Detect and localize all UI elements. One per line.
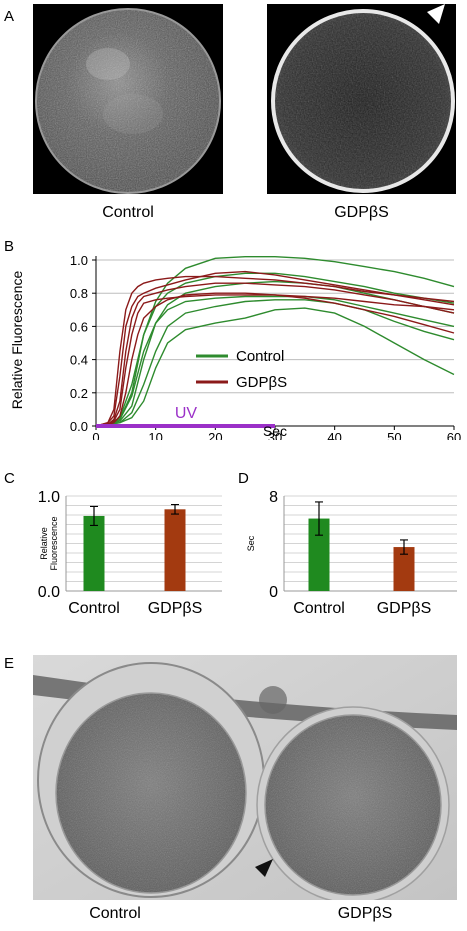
panel-b-series-line-10	[95, 292, 455, 427]
panel-c-y-tick-label: 1.0	[38, 489, 60, 506]
panel-a-gdpbs-micrograph	[267, 4, 456, 194]
panel-b-y-tick-label: 0.8	[70, 286, 88, 301]
panel-b-series-line-3	[95, 295, 455, 427]
panel-c-error-bar-1	[171, 503, 179, 515]
panel-d-y-axis-label: Sec	[246, 535, 256, 551]
panel-b-y-tick-label: 0.2	[70, 386, 88, 401]
panel-a-gdpbs-caption: GDPβS	[334, 204, 389, 221]
panel-d-letter: D	[238, 470, 249, 487]
panel-b-y-tick-label: 0.6	[70, 319, 88, 334]
panel-c-y-tick-label: 0.0	[38, 584, 60, 601]
panel-b-legend-label: GDPβS	[236, 374, 287, 391]
panel-d-y-tick-label: 8	[269, 489, 278, 506]
panel-e-control-caption: Control	[89, 905, 141, 922]
panel-b-y-tick-label: 1.0	[70, 253, 88, 268]
panel-b-x-tick-label: 20	[208, 430, 222, 440]
panel-b-x-tick-label: 30	[268, 430, 282, 440]
panel-c-y-axis-label: RelativeFluorescence	[39, 516, 59, 570]
panel-a-letter: A	[4, 8, 15, 25]
panel-c-letter: C	[4, 470, 15, 487]
panel-c-bar-chart: 0.0 1.0 Control GDPβS RelativeFluorescence	[38, 489, 222, 617]
panel-d-y-tick-label: 0	[269, 584, 278, 601]
panel-b-series-line-6	[95, 275, 455, 427]
panel-b-y-tick-label: 0.0	[70, 419, 88, 434]
panel-c-bar-1	[164, 509, 186, 591]
panel-b-uv-label: UV	[175, 405, 198, 422]
panel-b-series-line-7	[95, 270, 455, 427]
panel-b-x-tick-label: 60	[447, 430, 461, 440]
panel-d-category-label: Control	[293, 600, 345, 617]
panel-b-series-line-5	[95, 307, 455, 427]
panel-e-gdpbs-caption: GDPβS	[337, 905, 393, 922]
panel-d-error-bar-0	[315, 501, 323, 536]
panel-b-y-axis-label: Relative Fluorescence	[9, 271, 25, 410]
panel-b-x-tick-label: 40	[327, 430, 341, 440]
panel-b-series-line-0	[95, 256, 455, 427]
panel-b-line-chart: 0.0 0.2 0.4 0.6 0.8 1.0 0 10 20 30 40 50 60 Relative…	[9, 253, 461, 440]
panel-b-x-axis-label: Sec	[263, 423, 287, 439]
panel-d-error-bar-1	[400, 539, 408, 555]
panel-b-x-tick-label: 10	[148, 430, 162, 440]
panel-b-series-line-8	[95, 282, 455, 427]
panel-b-legend-label: Control	[236, 348, 284, 365]
panel-c-category-label: GDPβS	[148, 600, 203, 617]
panel-a-control-caption: Control	[102, 204, 154, 221]
panel-c-category-label: Control	[68, 600, 120, 617]
panel-b-x-tick-label: 0	[92, 430, 99, 440]
panel-b-letter: B	[4, 238, 15, 255]
panel-b-series-line-2	[95, 280, 455, 427]
panel-c-error-bar-0	[90, 505, 98, 527]
arrowhead-marker-a	[427, 4, 445, 24]
arrowhead-marker-e	[255, 859, 273, 877]
panel-e-micrograph	[33, 655, 457, 900]
panel-d-category-label: GDPβS	[377, 600, 432, 617]
panel-b-y-tick-label: 0.4	[70, 353, 88, 368]
panel-b-series-line-4	[95, 299, 455, 427]
panel-c-bar-0	[83, 515, 105, 591]
panel-a-control-micrograph	[33, 4, 223, 194]
panel-d-bar-1	[393, 547, 415, 591]
panel-d-bar-0	[308, 518, 330, 591]
panel-b-x-tick-label: 50	[387, 430, 401, 440]
panel-e-letter: E	[4, 655, 15, 672]
panel-d-bar-chart: 0 8 Control GDPβS Sec	[246, 489, 457, 617]
